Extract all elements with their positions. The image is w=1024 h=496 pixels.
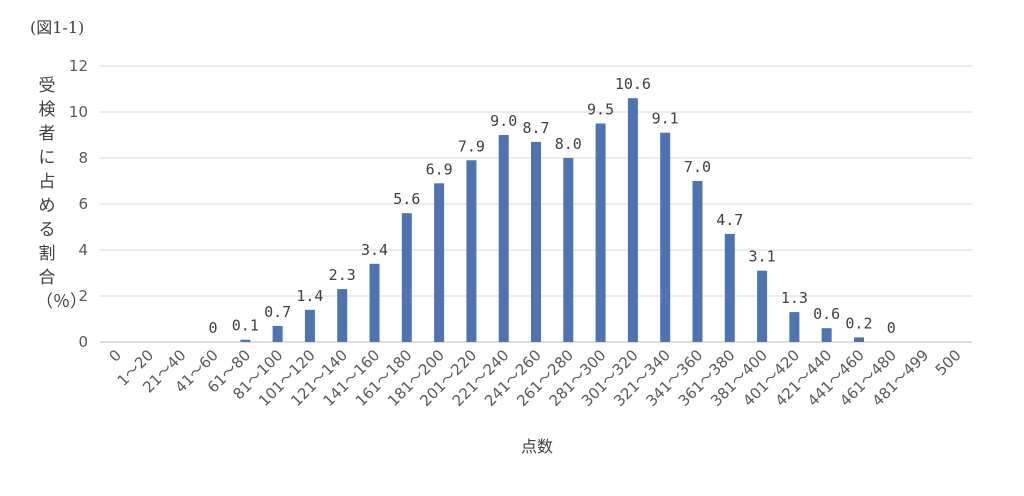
y-tick-labels: 0 2 4 6 8 10 12 — [69, 57, 88, 351]
data-label: 2.3 — [329, 266, 356, 284]
data-labels: 0 0.1 0.7 1.4 2.3 3.4 5.6 6.9 7.9 9.0 8.7 8.0 9.510.… — [209, 75, 896, 337]
data-label: 1.3 — [781, 289, 808, 307]
data-label: 3.4 — [361, 241, 388, 259]
y-tick-label: 12 — [69, 57, 88, 75]
y-tick-label: 6 — [78, 195, 88, 213]
x-axis-label: 点数 — [521, 437, 553, 456]
x-tick-label: 0 — [105, 346, 124, 365]
data-label: 7.9 — [458, 137, 485, 155]
data-label: 6.9 — [426, 160, 453, 178]
data-label: 0.6 — [813, 305, 840, 323]
bar — [563, 158, 574, 342]
bar — [692, 181, 703, 342]
figure-label: (図1-1) — [30, 18, 85, 37]
y-tick-label: 2 — [78, 287, 88, 305]
data-label: 0 — [209, 319, 218, 337]
bar — [498, 135, 509, 342]
data-label: 8.0 — [555, 135, 582, 153]
bar — [757, 270, 768, 342]
y-tick-label: 0 — [78, 333, 88, 351]
y-tick-label: 8 — [78, 149, 88, 167]
bar — [595, 123, 606, 342]
y-tick-label: 4 — [78, 241, 88, 259]
data-label: 4.7 — [716, 211, 743, 229]
bar — [369, 263, 380, 342]
data-label: 1.4 — [296, 287, 323, 305]
bar — [401, 213, 412, 342]
bar — [853, 337, 864, 342]
data-label: 10.6 — [615, 75, 651, 93]
bar — [434, 183, 445, 342]
bar — [660, 132, 671, 342]
data-label: 7.0 — [684, 158, 711, 176]
data-label: 0 — [887, 319, 896, 337]
x-tick-labels: 01～2021～4041～6061～8081～100101～120121～140… — [105, 346, 964, 410]
x-tick-label: 500 — [932, 346, 965, 379]
bar — [466, 160, 477, 342]
bar — [337, 289, 348, 342]
data-label: 9.5 — [587, 101, 614, 119]
data-label: 0.2 — [845, 314, 872, 332]
data-label: 5.6 — [393, 190, 420, 208]
y-tick-label: 10 — [69, 103, 88, 121]
bars — [240, 98, 864, 342]
data-label: 9.0 — [490, 112, 517, 130]
bar — [240, 339, 251, 342]
bar — [627, 98, 638, 342]
data-label: 3.1 — [749, 248, 776, 266]
bar — [272, 325, 283, 342]
data-label: 8.7 — [522, 119, 549, 137]
bar — [789, 312, 800, 342]
data-label: 0.7 — [264, 303, 291, 321]
bar — [724, 233, 735, 342]
data-label: 9.1 — [652, 110, 679, 128]
bar — [304, 309, 315, 342]
data-label: 0.1 — [232, 317, 259, 335]
bar — [821, 328, 832, 342]
bar — [531, 141, 541, 342]
